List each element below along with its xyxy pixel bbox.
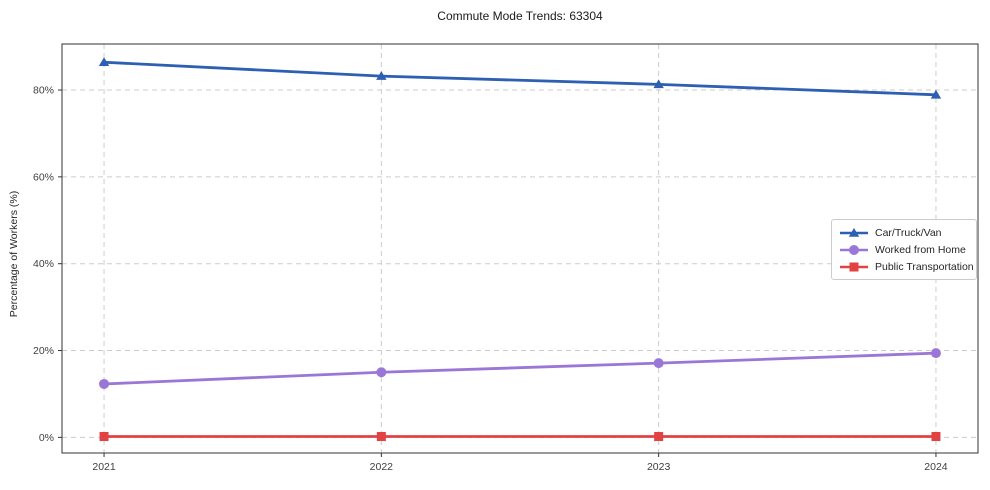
- circle-marker-worked-from-home: [653, 358, 664, 369]
- triangle-marker-car-truck-van: [653, 79, 664, 89]
- y-tick-label: 40%: [33, 258, 54, 270]
- triangle-marker-legend: [848, 227, 860, 237]
- triangle-marker-car-truck-van: [930, 89, 942, 99]
- circle-marker-worked-from-home: [930, 348, 941, 359]
- legend-label: Car/Truck/Van: [875, 226, 942, 239]
- x-tick-label: 2023: [647, 461, 671, 473]
- square-marker-legend: [849, 262, 859, 271]
- circle-marker-legend: [849, 244, 859, 255]
- x-tick-label: 2021: [92, 461, 116, 473]
- legend-item-worked-from-home: Worked from Home: [839, 243, 968, 256]
- y-tick-label: 20%: [33, 345, 54, 357]
- legend-label: Worked from Home: [875, 243, 966, 256]
- x-tick-label: 2024: [924, 461, 948, 473]
- square-marker-icon: [840, 262, 868, 271]
- circle-marker-worked-from-home: [376, 367, 387, 378]
- square-marker-public-transportation: [99, 432, 109, 442]
- series-line-worked-from-home: [102, 351, 938, 386]
- square-marker-public-transportation: [376, 432, 386, 442]
- legend-item-car-truck-van: Car/Truck/Van: [839, 226, 968, 239]
- y-tick-label: 60%: [33, 171, 54, 183]
- legend-label: Public Transportation: [875, 260, 974, 273]
- legend-item-public-transportation: Public Transportation: [839, 260, 974, 273]
- square-marker-public-transportation: [654, 432, 664, 442]
- x-tick-label: 2022: [370, 461, 394, 473]
- square-marker-public-transportation: [931, 432, 941, 442]
- triangle-marker-icon: [840, 227, 868, 237]
- y-tick-label: 0%: [39, 432, 54, 444]
- series-line-car-truck-van: [102, 60, 938, 97]
- circle-marker-icon: [840, 244, 868, 255]
- triangle-marker-car-truck-van: [376, 71, 387, 80]
- legend: Car/Truck/Van Worked from Home Public Tr…: [831, 219, 977, 280]
- triangle-marker-car-truck-van: [98, 57, 110, 67]
- axes-spines: [61, 43, 979, 454]
- chart-title: Commute Mode Trends: 63304: [437, 9, 603, 23]
- y-tick-label: 80%: [33, 85, 54, 97]
- circle-marker-worked-from-home: [99, 378, 110, 389]
